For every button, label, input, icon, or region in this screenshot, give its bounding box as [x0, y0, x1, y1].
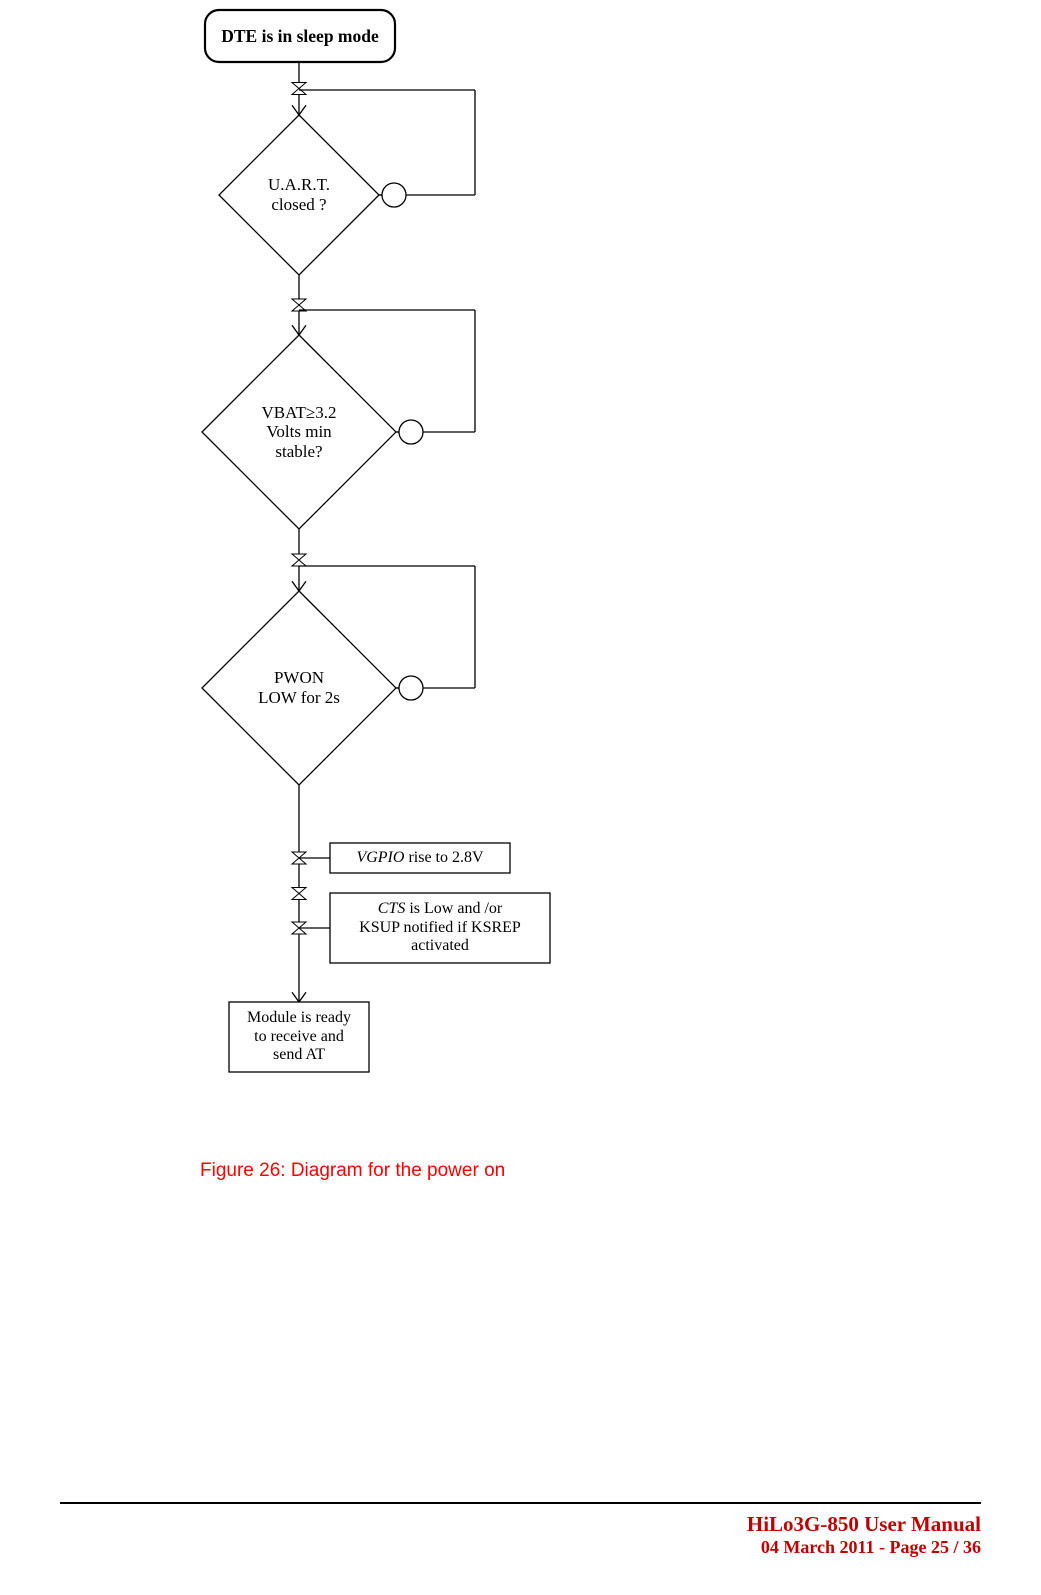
page: DTE is in sleep mode U.A.R.T.closed ? VBAT…: [0, 0, 1041, 1595]
footer-rule: [60, 1502, 981, 1504]
footer-title: HiLo3G-850 User Manual: [747, 1512, 981, 1537]
node-start-label: DTE is in sleep mode: [205, 10, 395, 62]
node-d2-label: VBAT≥3.2Volts minstable?: [202, 335, 396, 529]
node-d3-label: PWONLOW for 2s: [202, 591, 396, 785]
page-footer: HiLo3G-850 User Manual 04 March 2011 - P…: [747, 1512, 981, 1558]
figure-caption: Figure 26: Diagram for the power on: [200, 1160, 505, 1182]
node-d1-label: U.A.R.T.closed ?: [219, 115, 379, 275]
node-end-label: Module is readyto receive andsend AT: [229, 1002, 369, 1072]
node-note1-label: VGPIO rise to 2.8V: [330, 843, 510, 873]
footer-pagination: 04 March 2011 - Page 25 / 36: [747, 1537, 981, 1558]
node-note2-label: CTS is Low and /orKSUP notified if KSREP…: [330, 893, 550, 963]
